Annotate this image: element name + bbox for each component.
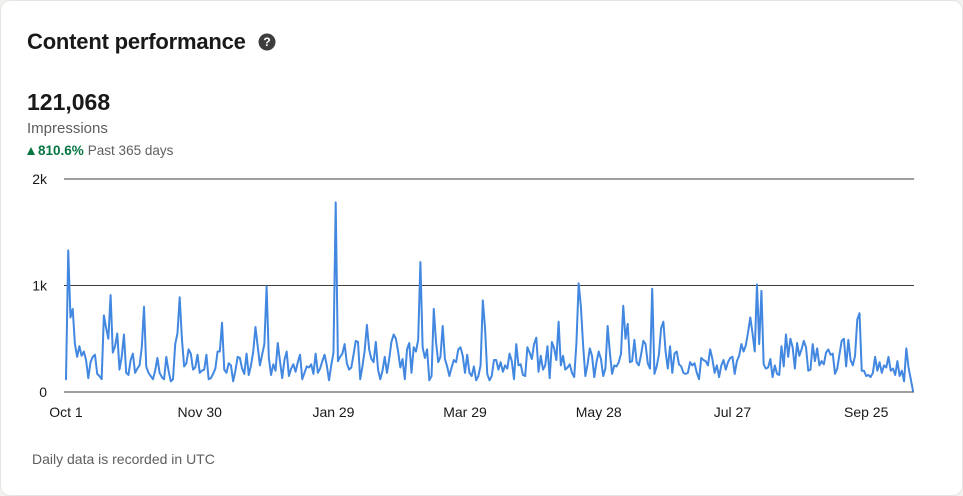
x-tick-label: Mar 29 bbox=[443, 404, 487, 420]
change-row: 810.6% Past 365 days bbox=[27, 143, 173, 158]
y-tick-label: 0 bbox=[39, 384, 47, 400]
x-tick-label: Jul 27 bbox=[714, 404, 752, 420]
impressions-label: Impressions bbox=[27, 120, 108, 137]
triangle-up-icon bbox=[27, 146, 35, 155]
utc-footnote: Daily data is recorded in UTC bbox=[32, 451, 215, 467]
x-tick-label: Oct 1 bbox=[49, 404, 83, 420]
x-tick-label: Sep 25 bbox=[844, 404, 889, 420]
chart-gridlines bbox=[64, 178, 914, 393]
x-tick-label: May 28 bbox=[576, 404, 622, 420]
impressions-total: 121,068 bbox=[27, 89, 111, 115]
impressions-series-line bbox=[65, 201, 914, 392]
change-percent: 810.6% bbox=[38, 143, 84, 158]
x-axis-ticks: Oct 1 Nov 30 Jan 29 Mar 29 May 28 Jul 27 Sep 2… bbox=[49, 404, 888, 420]
impressions-line-chart: 0 1k 2k Oct 1 Nov 30 Jan 29 Mar 29 May 28 Jul 2… bbox=[32, 171, 914, 420]
x-tick-label: Nov 30 bbox=[178, 404, 223, 420]
change-period: Past 365 days bbox=[87, 143, 174, 158]
help-circle-icon[interactable]: ? bbox=[258, 33, 276, 51]
svg-text:?: ? bbox=[263, 35, 270, 49]
y-axis-ticks: 0 1k 2k bbox=[32, 171, 48, 400]
card-title: Content performance bbox=[27, 29, 246, 54]
title-row: Content performance ? bbox=[27, 29, 276, 55]
chart-series bbox=[65, 201, 914, 392]
y-tick-label: 1k bbox=[32, 278, 48, 294]
y-tick-label: 2k bbox=[32, 171, 48, 187]
x-tick-label: Jan 29 bbox=[312, 404, 354, 420]
